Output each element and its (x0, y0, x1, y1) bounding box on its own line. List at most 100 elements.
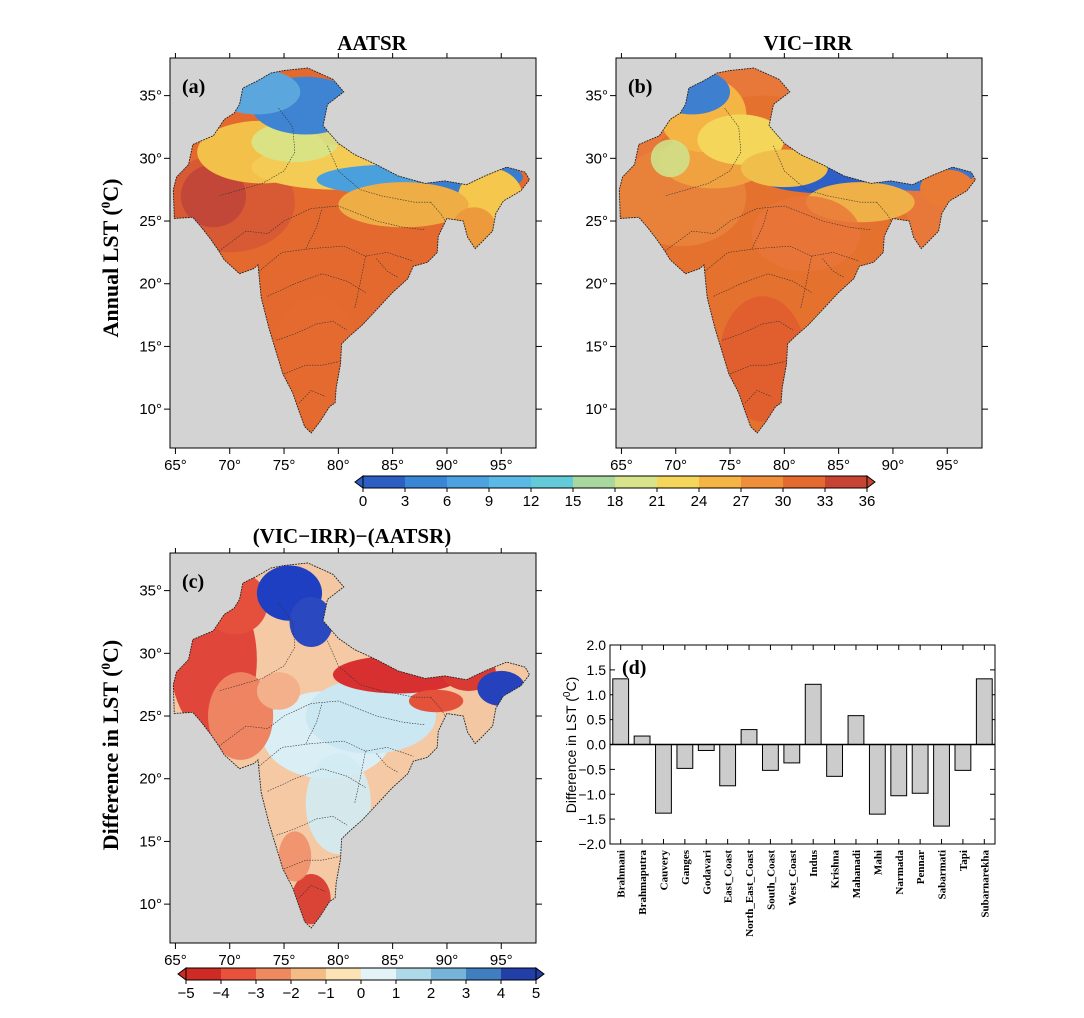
colorbar-tick-label: 0 (357, 985, 365, 1002)
panel-title-difference: (VIC−IRR)−(AATSR) (253, 524, 452, 548)
colorbar-swatch (615, 476, 658, 488)
lat-tick-label: 10° (139, 401, 162, 418)
colorbar-swatch (326, 968, 362, 980)
bar (633, 735, 651, 745)
bar-category-label: Godavari (701, 850, 713, 895)
lon-tick-label: 80° (327, 952, 350, 969)
lon-tick-label: 95° (936, 457, 959, 474)
colorbar-swatch (361, 968, 397, 980)
bar-category-label: North_East_Coast (744, 850, 756, 937)
lon-tick-label: 85° (381, 457, 404, 474)
lon-tick-label: 75° (719, 457, 742, 474)
lat-tick-label: 35° (139, 583, 162, 600)
lon-tick-label: 70° (664, 457, 687, 474)
bar-category-label: Tapi (958, 850, 970, 871)
bar-category-label: Mahi (872, 850, 884, 875)
colorbar-swatch (186, 968, 222, 980)
map-axes-aatsr: 65° 70° 75° 80° 85° 90° 95° 35° 30° 25° 20° 15° 10° (139, 53, 542, 474)
colorbar-lst: 0 3 6 9 12 15 18 21 24 27 30 33 36 (354, 475, 876, 510)
colorbar-swatch (573, 476, 616, 488)
colorbar-tick-label: 36 (859, 493, 876, 510)
lon-tick-label: 70° (218, 952, 241, 969)
map-panel-vic-irr: VIC−IRR (b) 65° 70° 75° 80° 85° 90° 95° 35° 30° 2… (585, 31, 988, 474)
lat-tick-label: 20° (585, 276, 608, 293)
colorbar-tick-label: 6 (443, 493, 451, 510)
colorbar-tick-label: 4 (497, 985, 505, 1002)
lat-tick-label: 15° (139, 833, 162, 850)
bar-category-label: Krishna (830, 850, 842, 889)
lon-tick-label: 75° (273, 952, 296, 969)
lon-tick-label: 90° (882, 457, 905, 474)
lon-tick-label: 80° (327, 457, 350, 474)
panel-title-aatsr: AATSR (337, 31, 407, 55)
bar-category-label: South_Coast (765, 850, 777, 910)
bar-chart-ytick-label: −0.5 (578, 761, 606, 777)
bar (954, 744, 972, 771)
lon-tick-label: 95° (490, 457, 513, 474)
colorbar-swatch (699, 476, 742, 488)
bar (847, 715, 865, 746)
bar (740, 729, 758, 746)
bar (719, 744, 737, 787)
lat-tick-label: 15° (585, 338, 608, 355)
colorbar-tick-label: 15 (565, 493, 582, 510)
lon-tick-label: 65° (164, 457, 187, 474)
lat-tick-label: 30° (139, 645, 162, 662)
bar-chart-ytick-label: 0.0 (587, 737, 607, 753)
lat-tick-label: 30° (139, 150, 162, 167)
bar-category-label: Brahmaputra (637, 850, 649, 915)
colorbar-swatch (741, 476, 784, 488)
colorbar-swatch (466, 968, 502, 980)
bar (783, 744, 801, 764)
lat-tick-label: 30° (585, 150, 608, 167)
bar (911, 744, 929, 794)
colorbar-swatch (447, 476, 490, 488)
bar (762, 744, 779, 771)
lon-tick-label: 70° (218, 457, 241, 474)
bar-chart-ytick-label: −1.5 (578, 811, 606, 827)
panel-label-a: (a) (182, 76, 205, 98)
bar-category-label: Brahmani (616, 850, 628, 898)
lon-tick-label: 65° (164, 952, 187, 969)
colorbar-difference: −5 −4 −3 −2 −1 0 1 2 3 4 5 (177, 967, 545, 1002)
bar-chart-ytick-label: 2.0 (587, 637, 607, 653)
bar-category-label: Sabarmati (937, 850, 949, 900)
bar-category-label: Narmada (894, 850, 906, 895)
map-axes-vic-irr: 65° 70° 75° 80° 85° 90° 95° 35° 30° 25° 20° 15° 10° (585, 53, 988, 474)
colorbar-tick-label: 30 (775, 493, 792, 510)
panel-label-d: (d) (622, 657, 646, 679)
bar (655, 744, 672, 814)
bar-chart-ytick-label: 1.0 (587, 687, 607, 703)
bar (890, 744, 908, 797)
colorbar-swatch (431, 968, 467, 980)
colorbar-swatch (256, 968, 292, 980)
lat-tick-label: 35° (139, 88, 162, 105)
colorbar-tick-label: 24 (691, 493, 708, 510)
bar-chart-ytick-label: −2.0 (578, 836, 606, 852)
lon-tick-label: 90° (436, 457, 459, 474)
colorbar-swatch (363, 476, 406, 488)
colorbar-tick-label: 18 (607, 493, 624, 510)
panel-label-b: (b) (628, 76, 652, 98)
colorbar-swatch (501, 968, 537, 980)
colorbar-tick-label: 5 (532, 985, 540, 1002)
lat-tick-label: 35° (585, 88, 608, 105)
colorbar-tick-label: −3 (247, 985, 264, 1002)
colorbar-under-arrow (354, 475, 364, 489)
bar (697, 744, 715, 751)
lon-tick-label: 85° (381, 952, 404, 969)
colorbar-tick-label: 33 (817, 493, 834, 510)
lat-tick-label: 25° (139, 708, 162, 725)
panel-title-vic-irr: VIC−IRR (764, 31, 854, 55)
bar (975, 678, 993, 746)
colorbar-tick-label: 3 (401, 493, 409, 510)
bar-category-label: Pennar (915, 850, 927, 884)
bar (676, 744, 694, 769)
colorbar-under-arrow (177, 967, 187, 981)
map-panel-difference: (VIC−IRR)−(AATSR) (c) 65° 70° 75° 80° 85° 90°… (139, 524, 542, 969)
colorbar-tick-label: 9 (485, 493, 493, 510)
bar-category-label: Mahanadi (851, 850, 863, 898)
colorbar-tick-label: −1 (317, 985, 334, 1002)
colorbar-tick-label: 3 (462, 985, 470, 1002)
lon-tick-label: 75° (273, 457, 296, 474)
